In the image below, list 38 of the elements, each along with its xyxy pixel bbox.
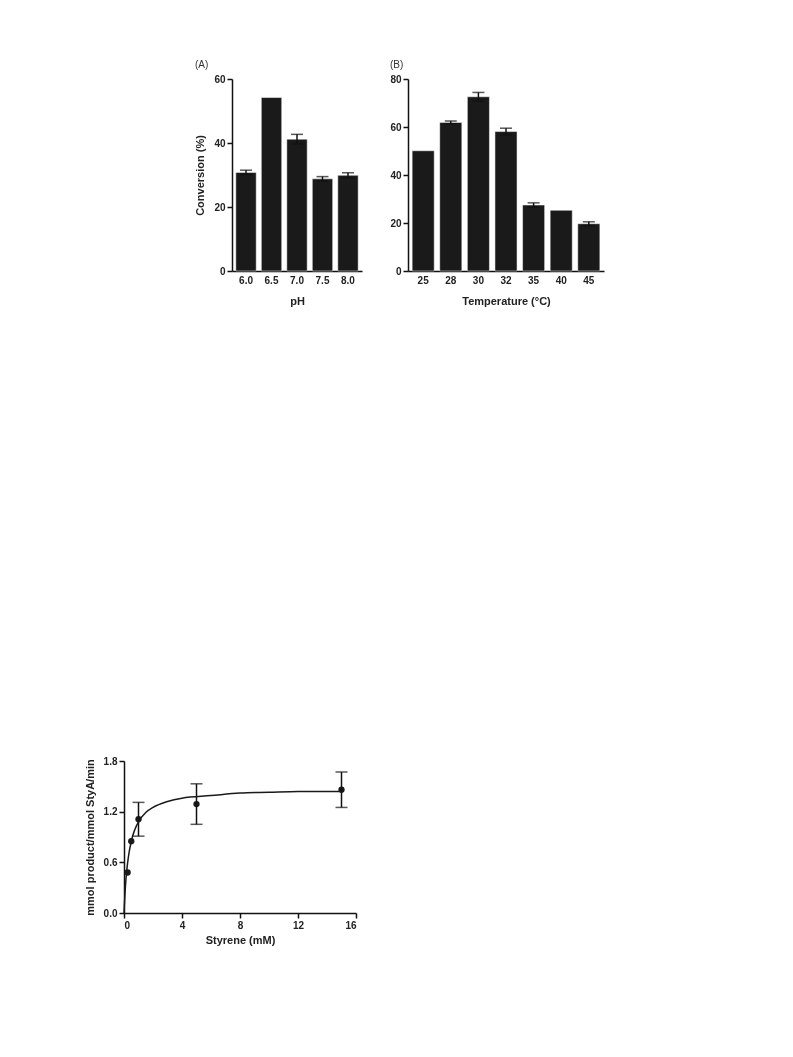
chart-title: (A): [194, 59, 209, 70]
point: [193, 800, 200, 808]
y-tick-label: 40: [390, 169, 402, 181]
x-tick-label: 7.5: [315, 274, 330, 286]
y-tick-label: 20: [390, 217, 402, 229]
y-tick-label: 20: [214, 201, 226, 213]
y-tick-label: 1.2: [103, 806, 118, 818]
y-tick-label: 0: [219, 265, 226, 277]
y-axis-title: Conversion (%): [194, 134, 207, 216]
x-tick-label: 30: [472, 274, 485, 286]
chart-title: (B): [389, 59, 404, 70]
x-tick-label: 40: [555, 274, 568, 286]
x-tick-label: 25: [417, 274, 430, 286]
y-axis-title: mmol product/mmol StyA/min: [83, 759, 96, 916]
x-tick-label: 32: [500, 274, 512, 286]
x-tick-label: 7.0: [290, 274, 305, 286]
y-tick-label: 0.0: [103, 907, 118, 919]
x-tick-label: 12: [292, 919, 305, 931]
x-axis-title: pH: [290, 294, 305, 307]
y-tick-label: 40: [214, 137, 226, 149]
x-axis-title: Temperature (°C): [462, 294, 552, 307]
x-tick-label: 28: [445, 274, 457, 286]
x-tick-label: 8.0: [341, 274, 356, 286]
x-tick-label: 45: [583, 274, 595, 286]
x-tick-label: 6.0: [239, 274, 254, 286]
y-tick-label: 60: [214, 73, 226, 85]
y-tick-label: 0.6: [103, 856, 118, 868]
y-tick-label: 60: [390, 121, 402, 133]
x-tick-label: 6.5: [264, 274, 279, 286]
y-tick-label: 0: [395, 265, 402, 277]
x-axis-title: Styrene (mM): [205, 933, 276, 946]
x-tick-label: 16: [345, 919, 357, 931]
y-tick-label: 1.8: [103, 755, 118, 767]
y-tick-label: 80: [390, 73, 402, 85]
x-tick-label: 8: [237, 919, 244, 931]
x-tick-label: 35: [528, 274, 540, 286]
x-tick-label: 0: [124, 919, 131, 931]
x-tick-label: 4: [179, 919, 186, 931]
